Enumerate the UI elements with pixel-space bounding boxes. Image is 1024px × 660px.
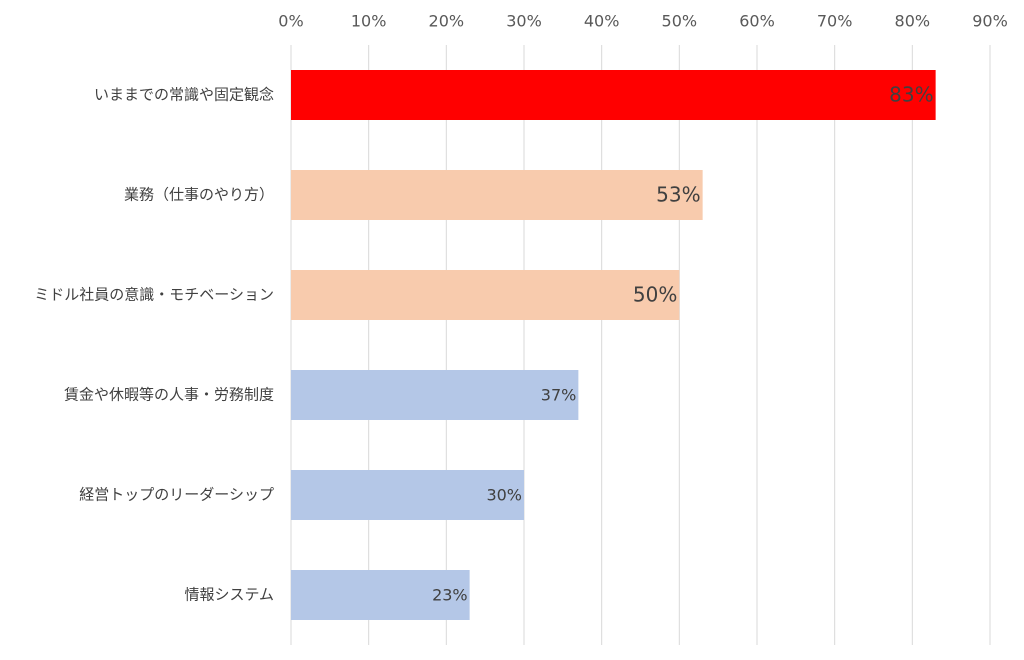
data-label: 30% xyxy=(486,486,522,505)
category-label: 賃金や休暇等の人事・労務制度 xyxy=(64,386,274,404)
bar xyxy=(291,570,470,620)
x-tick-label: 10% xyxy=(351,12,387,31)
bar xyxy=(291,470,524,520)
bar xyxy=(291,270,680,320)
x-tick-label: 70% xyxy=(817,12,853,31)
category-label: 経営トップのリーダーシップ xyxy=(79,486,274,504)
data-label: 23% xyxy=(432,586,468,605)
data-label: 53% xyxy=(656,183,700,207)
x-tick-label: 50% xyxy=(662,12,698,31)
category-label: いままでの常識や固定観念 xyxy=(94,86,274,104)
category-label: ミドル社員の意識・モチベーション xyxy=(34,286,274,304)
x-tick-label: 80% xyxy=(895,12,931,31)
data-label: 50% xyxy=(633,283,677,307)
data-label: 83% xyxy=(889,83,933,107)
data-label: 37% xyxy=(541,386,577,405)
bar xyxy=(291,70,936,120)
category-label: 情報システム xyxy=(184,586,274,604)
x-tick-label: 30% xyxy=(506,12,542,31)
x-tick-label: 60% xyxy=(739,12,775,31)
bar xyxy=(291,170,703,220)
category-label: 業務（仕事のやり方） xyxy=(124,186,274,204)
x-tick-label: 20% xyxy=(429,12,465,31)
x-tick-label: 90% xyxy=(972,12,1008,31)
x-tick-label: 0% xyxy=(278,12,303,31)
x-tick-label: 40% xyxy=(584,12,620,31)
bar xyxy=(291,370,579,420)
